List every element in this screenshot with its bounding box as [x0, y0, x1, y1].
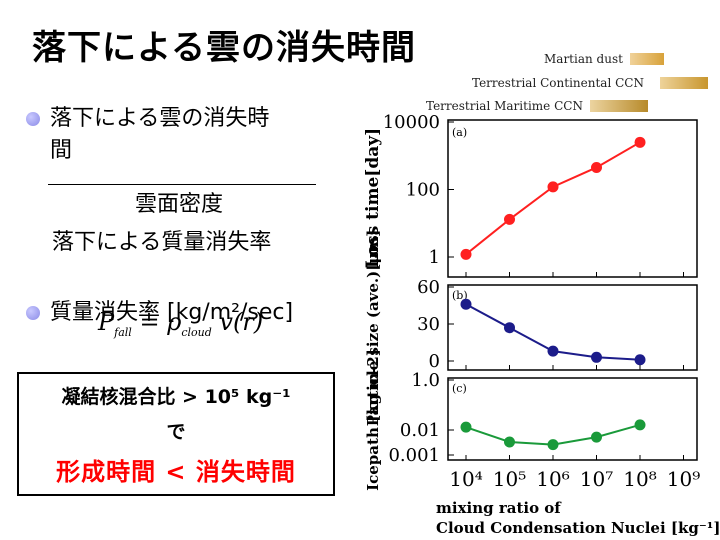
data-point-0-3 [591, 161, 602, 173]
bullet-text-1b: 間 [50, 138, 73, 163]
panel-c-label: (c) [452, 382, 467, 395]
xlabel-line-1: mixing ratio of [436, 499, 562, 517]
ylabel-a: Loss time[day] [363, 128, 383, 268]
data-point-1-4 [634, 354, 646, 366]
ylabel-b: Particle size (ave.)[μm] [364, 230, 382, 427]
bullet-text-2: 質量消失率 [kg/m²/sec] [50, 300, 294, 325]
legend-label-martian: Martian dust [544, 52, 623, 66]
xlabel-line-2: Cloud Condensation Nuclei [kg⁻¹] [436, 519, 720, 537]
series-line-0 [465, 141, 641, 256]
formula: Pfall = ρcloud v(r) [98, 308, 263, 339]
data-point-0-0 [460, 248, 472, 260]
data-point-2-0 [460, 421, 472, 433]
box-line-3: 形成時間 < 消失時間 [56, 458, 296, 486]
legend-label-continental: Terrestrial Continental CCN [472, 76, 644, 90]
box-line-1: 凝結核混合比 > 10⁵ kg⁻¹ [61, 386, 291, 408]
bullet-dot-2 [26, 306, 40, 320]
panel-a-label: (a) [452, 126, 467, 139]
xtick-label-5: 10⁹ [667, 467, 700, 491]
ytick-label-0-0: 1 [429, 247, 440, 268]
ytick-label-0-1: 100 [406, 180, 440, 201]
data-point-0-4 [634, 136, 646, 148]
xtick-label-2: 10⁶ [536, 467, 569, 491]
xtick-label-1: 10⁵ [493, 467, 526, 491]
box-line-2: で [166, 421, 186, 443]
panel-a-frame [447, 119, 698, 278]
fraction-denominator: 落下による質量消失率 [52, 230, 272, 255]
data-point-2-3 [591, 431, 602, 443]
panel-b-frame [447, 284, 698, 371]
panel-b-label: (b) [452, 289, 468, 302]
slide-title: 落下による雲の消失時間 [32, 28, 416, 68]
ytick-label-2-2: 1.0 [411, 370, 440, 391]
ytick-label-1-1: 30 [417, 314, 440, 335]
legend-bar-martian [630, 53, 664, 65]
data-point-2-4 [634, 419, 646, 431]
conclusion-box: 凝結核混合比 > 10⁵ kg⁻¹ で 形成時間 < 消失時間 [17, 372, 335, 496]
data-point-0-2 [547, 181, 559, 193]
data-point-2-2 [547, 439, 559, 451]
bullet-text-1a: 落下による雲の消失時 [50, 106, 270, 131]
fraction-numerator: 雲面密度 [135, 192, 224, 217]
bullet-dot-1 [26, 112, 40, 126]
formula-end: v(r) [211, 308, 264, 336]
legend-bar-continental [660, 77, 708, 89]
formula-mid: = ρ [131, 308, 182, 336]
formula-sub-cloud: cloud [181, 325, 212, 339]
xtick-label-0: 10⁴ [449, 467, 482, 491]
data-point-2-1 [504, 436, 515, 448]
fraction-line [48, 184, 316, 185]
data-point-0-1 [504, 213, 515, 225]
ytick-label-0-2: 10000 [383, 112, 440, 133]
legend-label-maritime: Terrestrial Maritime CCN [426, 99, 583, 113]
legend-bar-maritime [590, 100, 648, 112]
data-point-1-3 [591, 351, 602, 363]
formula-sub-fall: fall [114, 325, 132, 339]
data-point-1-0 [460, 298, 472, 310]
formula-main: P [98, 308, 115, 336]
ytick-label-1-0: 0 [429, 351, 440, 372]
data-point-1-1 [504, 322, 515, 334]
xtick-label-3: 10⁷ [580, 467, 613, 491]
ylabel-c: Icepath [kg m-2] [364, 349, 382, 491]
panel-c-frame [447, 377, 698, 461]
ytick-label-2-0: 0.001 [388, 445, 440, 466]
data-point-1-2 [547, 345, 559, 357]
ytick-label-2-1: 0.01 [400, 420, 440, 441]
ytick-label-1-2: 60 [417, 277, 440, 298]
xtick-label-4: 10⁸ [623, 467, 656, 491]
